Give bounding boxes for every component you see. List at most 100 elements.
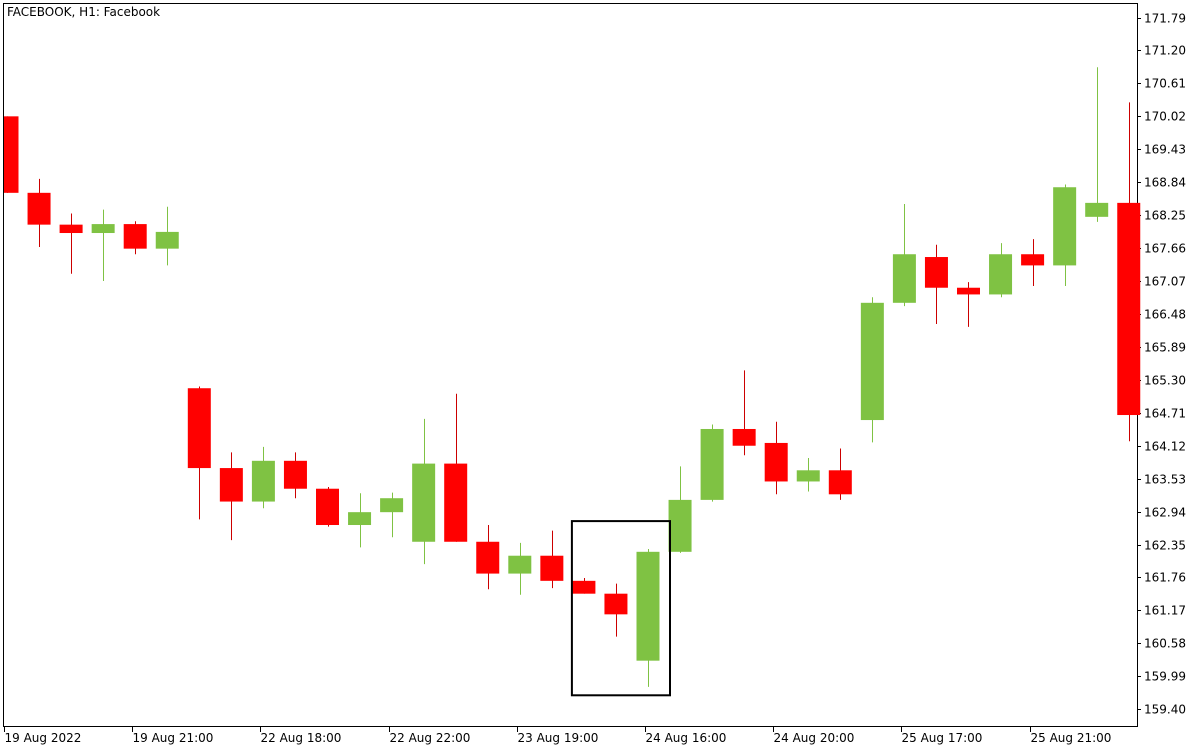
candle	[283, 452, 307, 499]
candle	[668, 466, 692, 553]
candle-body	[796, 470, 820, 482]
candle	[476, 525, 500, 590]
annotations	[570, 520, 672, 697]
candle-body	[1117, 202, 1141, 416]
y-axis: 171.79 171.20 170.61 170.02 169.43 168.84 168.…	[1137, 12, 1186, 717]
candle-body	[508, 555, 532, 574]
candle	[828, 448, 852, 500]
y-tick-label: 168.84	[1144, 176, 1186, 190]
x-tick-label: 24 Aug 16:00	[646, 731, 727, 745]
x-tick-label: 22 Aug 22:00	[390, 731, 471, 745]
candle-body	[4, 116, 19, 193]
candle	[540, 530, 564, 589]
candle-body	[91, 224, 115, 234]
candle	[251, 446, 275, 509]
candles	[4, 67, 1141, 687]
candle	[732, 370, 756, 456]
candle-body	[540, 555, 564, 581]
candle-body	[27, 192, 51, 225]
candle-body	[1021, 254, 1045, 266]
candle	[892, 203, 916, 307]
candle	[764, 421, 788, 495]
y-tick-label: 168.25	[1144, 209, 1186, 223]
y-tick-label: 163.53	[1144, 473, 1186, 487]
chart-title: FACEBOOK, H1: Facebook	[7, 5, 160, 19]
candle-body	[604, 593, 628, 615]
y-tick-label: 165.89	[1144, 341, 1186, 355]
candle-body	[187, 388, 211, 469]
y-tick-label: 161.17	[1144, 604, 1186, 618]
candle	[924, 244, 948, 325]
candle	[796, 458, 820, 492]
candle	[860, 297, 884, 443]
candle	[412, 418, 436, 565]
candle	[155, 206, 179, 266]
candle-body	[219, 468, 243, 502]
y-tick-label: 167.07	[1144, 275, 1186, 289]
candle	[700, 424, 724, 502]
candle-body	[892, 254, 916, 303]
candle	[1085, 67, 1109, 222]
y-tick-label: 165.30	[1144, 374, 1186, 388]
candle	[380, 492, 404, 538]
x-tick-label: 23 Aug 19:00	[518, 731, 599, 745]
candle	[1053, 184, 1077, 287]
candle	[187, 386, 211, 520]
candle-body	[123, 224, 147, 249]
y-tick-label: 164.71	[1144, 407, 1186, 421]
candle-body	[251, 460, 275, 502]
candle-body	[764, 442, 788, 482]
x-tick-label: 22 Aug 18:00	[261, 731, 342, 745]
candle-body	[348, 512, 372, 526]
candle-body	[155, 231, 179, 249]
candle-body	[989, 254, 1013, 295]
candle	[91, 209, 115, 282]
x-tick-label: 19 Aug 2022	[5, 731, 82, 745]
candle-body	[572, 580, 596, 594]
y-tick-label: 162.94	[1144, 506, 1186, 520]
candle	[989, 243, 1013, 298]
candle-body	[828, 470, 852, 495]
candle-body	[412, 463, 436, 542]
candle	[27, 178, 51, 247]
x-tick-label: 24 Aug 20:00	[774, 731, 855, 745]
candle	[636, 549, 660, 687]
candle-body	[316, 488, 339, 526]
y-tick-label: 166.48	[1144, 308, 1186, 322]
candle-body	[957, 287, 980, 295]
candle	[572, 578, 596, 594]
plot-frame	[3, 3, 1138, 727]
candle	[4, 116, 19, 193]
y-tick-label: 171.20	[1144, 44, 1186, 58]
y-tick-label: 170.61	[1144, 77, 1186, 91]
y-tick-label: 169.43	[1144, 143, 1186, 157]
candle-body	[380, 498, 404, 513]
candle-body	[700, 428, 724, 500]
candle-body	[924, 257, 948, 288]
y-tick-label: 161.76	[1144, 571, 1186, 585]
candle-body	[444, 463, 468, 542]
candle	[316, 487, 339, 527]
y-tick-label: 167.66	[1144, 242, 1186, 256]
x-tick-label: 19 Aug 21:00	[133, 731, 214, 745]
candle	[957, 282, 980, 327]
candle-body	[1053, 187, 1077, 266]
candle	[1021, 239, 1045, 287]
candle	[59, 213, 83, 274]
y-tick-label: 159.99	[1144, 670, 1186, 684]
candle-body	[59, 224, 83, 234]
y-tick-label: 160.58	[1144, 637, 1186, 651]
y-tick-label: 171.79	[1144, 12, 1186, 26]
x-tick-label: 25 Aug 21:00	[1031, 731, 1112, 745]
candle-body	[668, 499, 692, 552]
x-tick-label: 25 Aug 17:00	[902, 731, 983, 745]
candle	[604, 583, 628, 637]
candle	[219, 452, 243, 541]
candle-body	[636, 551, 660, 661]
candle-body	[860, 302, 884, 421]
y-tick-label: 164.12	[1144, 440, 1186, 454]
x-axis: 19 Aug 2022 19 Aug 21:00 22 Aug 18:00 22 Au…	[4, 726, 1112, 745]
y-tick-label: 159.40	[1144, 703, 1186, 717]
highlight-rectangle	[570, 520, 672, 697]
